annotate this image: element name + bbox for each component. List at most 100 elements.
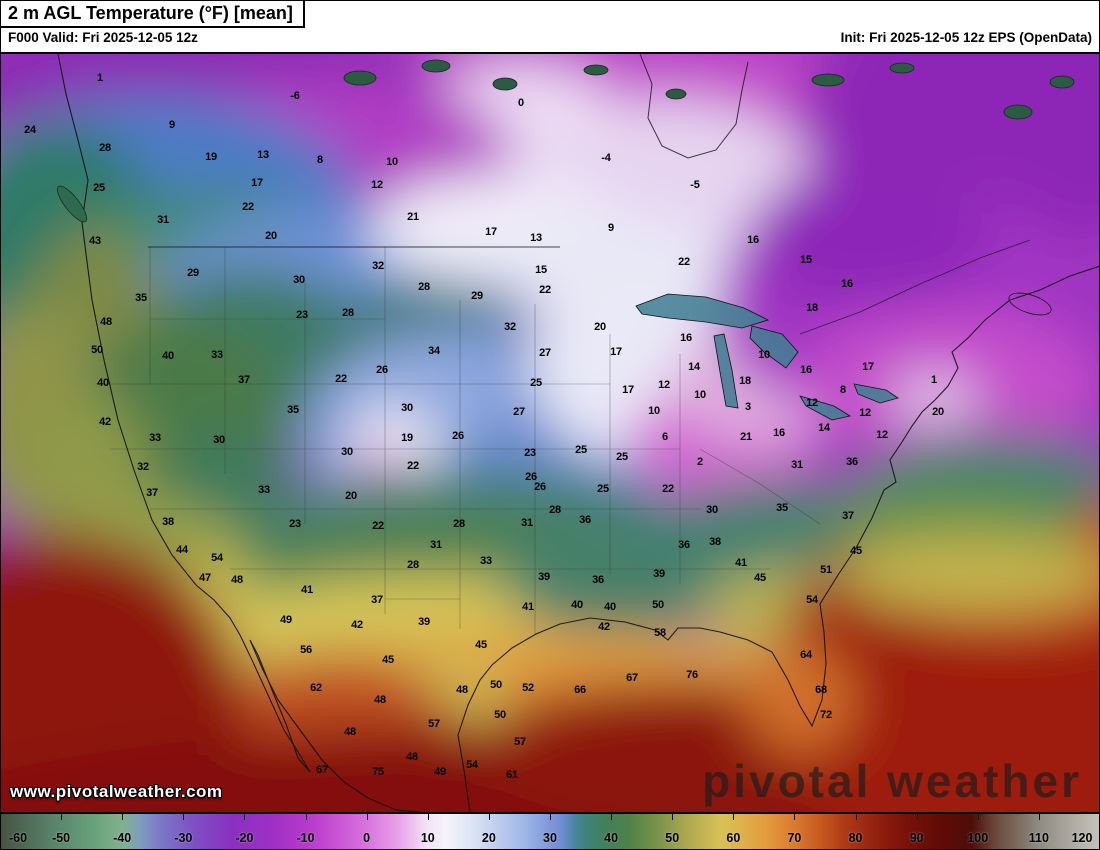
temp-label: 42 [351,619,363,631]
temp-label: 34 [428,345,440,357]
colorbar-tick-label: -40 [113,831,132,845]
temp-label: 28 [418,281,430,293]
temp-label: 35 [776,502,788,514]
colorbar-tick-label: 40 [604,831,619,845]
temperature-field [0,54,1100,812]
temp-label: 22 [539,284,551,296]
temp-label: 29 [471,290,483,302]
colorbar-tick-label: -60 [8,831,28,845]
state-borders [95,247,821,634]
temp-label: 40 [162,350,174,362]
temp-label: 50 [494,709,506,721]
temp-label: 68 [815,684,827,696]
temp-label: 36 [846,456,858,468]
temp-label: 45 [475,639,487,651]
temp-label: 54 [806,594,818,606]
temp-label: 17 [862,361,874,373]
colorbar-tick-mark [794,814,796,820]
temp-label: 51 [820,564,832,576]
temp-label: 14 [818,422,830,434]
great-lakes [635,293,899,421]
temp-label: 15 [535,264,547,276]
temp-label: 30 [706,504,718,516]
temp-label: 21 [407,211,419,223]
colorbar-tick-label: 70 [787,831,802,845]
temp-label: 3 [745,401,751,413]
colorbar-tick-mark [733,814,735,820]
colorbar-tick-label: 50 [665,831,680,845]
colorbar-tick-label: 0 [363,831,371,845]
temp-label: 41 [735,557,747,569]
temp-label: 26 [376,364,388,376]
temp-label: 28 [453,518,465,530]
valid-time-text: F000 Valid: Fri 2025-12-05 12z [8,30,198,45]
header-subrow: F000 Valid: Fri 2025-12-05 12z Init: Fri… [0,28,1100,45]
temp-label: 20 [265,230,277,242]
temp-label: 41 [522,601,534,613]
title-box: 2 m AGL Temperature (°F) [mean] [0,0,305,28]
temp-label: 40 [97,377,109,389]
geo-borders [56,54,1100,812]
temp-label: 67 [626,672,638,684]
temp-label: 18 [739,375,751,387]
temp-label: 28 [342,307,354,319]
temp-label: 30 [213,434,225,446]
colorbar-tick-label: -10 [296,831,315,845]
temp-label: 0 [518,97,524,109]
temp-label: 49 [434,766,446,778]
temp-label: 67 [316,764,328,776]
temp-label: 48 [231,574,243,586]
colorbar-tick-label: 30 [543,831,557,845]
temp-label: 27 [513,406,525,418]
colorbar-tick-label: 110 [1028,831,1049,845]
colorbar-tick-label: 20 [481,831,496,845]
colorbar-tick-mark [366,814,368,820]
temp-label: 2 [697,456,703,468]
temp-label: 62 [310,682,322,694]
temp-label: 32 [137,461,149,473]
colorbar-tick-mark [488,814,490,820]
temp-label: 17 [622,384,634,396]
temp-label: 56 [300,644,312,656]
temp-label: 31 [157,214,169,226]
temperature-field-svg [0,54,1100,812]
colorbar-tick-label: 60 [726,831,741,845]
temperature-labels: 1 -6 9 24 28 19 13 8 10 0 -4 -5 25 17 12 22 31 21 20 43 17 13… [0,54,1100,812]
temp-label: 36 [592,574,604,586]
temp-label: 38 [162,516,174,528]
temp-label: 36 [579,514,591,526]
temp-label: 6 [662,431,668,443]
temp-label: 30 [401,402,413,414]
temp-label: 12 [371,179,383,191]
temp-label: 50 [490,679,502,691]
temp-label: 37 [842,510,854,522]
temp-label: 40 [571,599,583,611]
temp-label: 26 [525,471,537,483]
temp-label: 26 [452,430,464,442]
temp-label: 39 [418,616,430,628]
colorbar-tick-mark [183,814,185,820]
temp-label: 42 [99,416,111,428]
colorbar-tick-label: -30 [174,831,193,845]
temp-label: 16 [841,278,853,290]
temp-label: 17 [485,226,497,238]
colorbar-tick-mark [0,814,1,820]
temp-label: 32 [504,321,516,333]
temp-label: 22 [662,483,674,495]
colorbar-tick-mark [855,814,857,820]
colorbar-tick-mark [916,814,918,820]
hudson-bay-outline [639,54,749,159]
header: 2 m AGL Temperature (°F) [mean] F000 Val… [0,0,1100,54]
temp-label: 17 [251,177,263,189]
temp-label: 12 [806,397,818,409]
watermark-url: www.pivotalweather.com [10,782,223,801]
temp-label: 22 [335,373,347,385]
temp-label: 20 [594,321,606,333]
temp-label: 22 [372,520,384,532]
temp-label: 25 [575,444,587,456]
watermark-brand: pivotal weather [702,755,1082,807]
temp-label: 33 [211,349,223,361]
temp-label: 13 [530,232,542,244]
colorbar-tick-mark [305,814,307,820]
temp-label: 27 [539,347,551,359]
